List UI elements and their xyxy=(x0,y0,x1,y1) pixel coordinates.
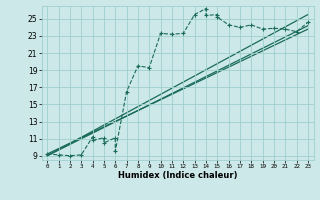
X-axis label: Humidex (Indice chaleur): Humidex (Indice chaleur) xyxy=(118,171,237,180)
